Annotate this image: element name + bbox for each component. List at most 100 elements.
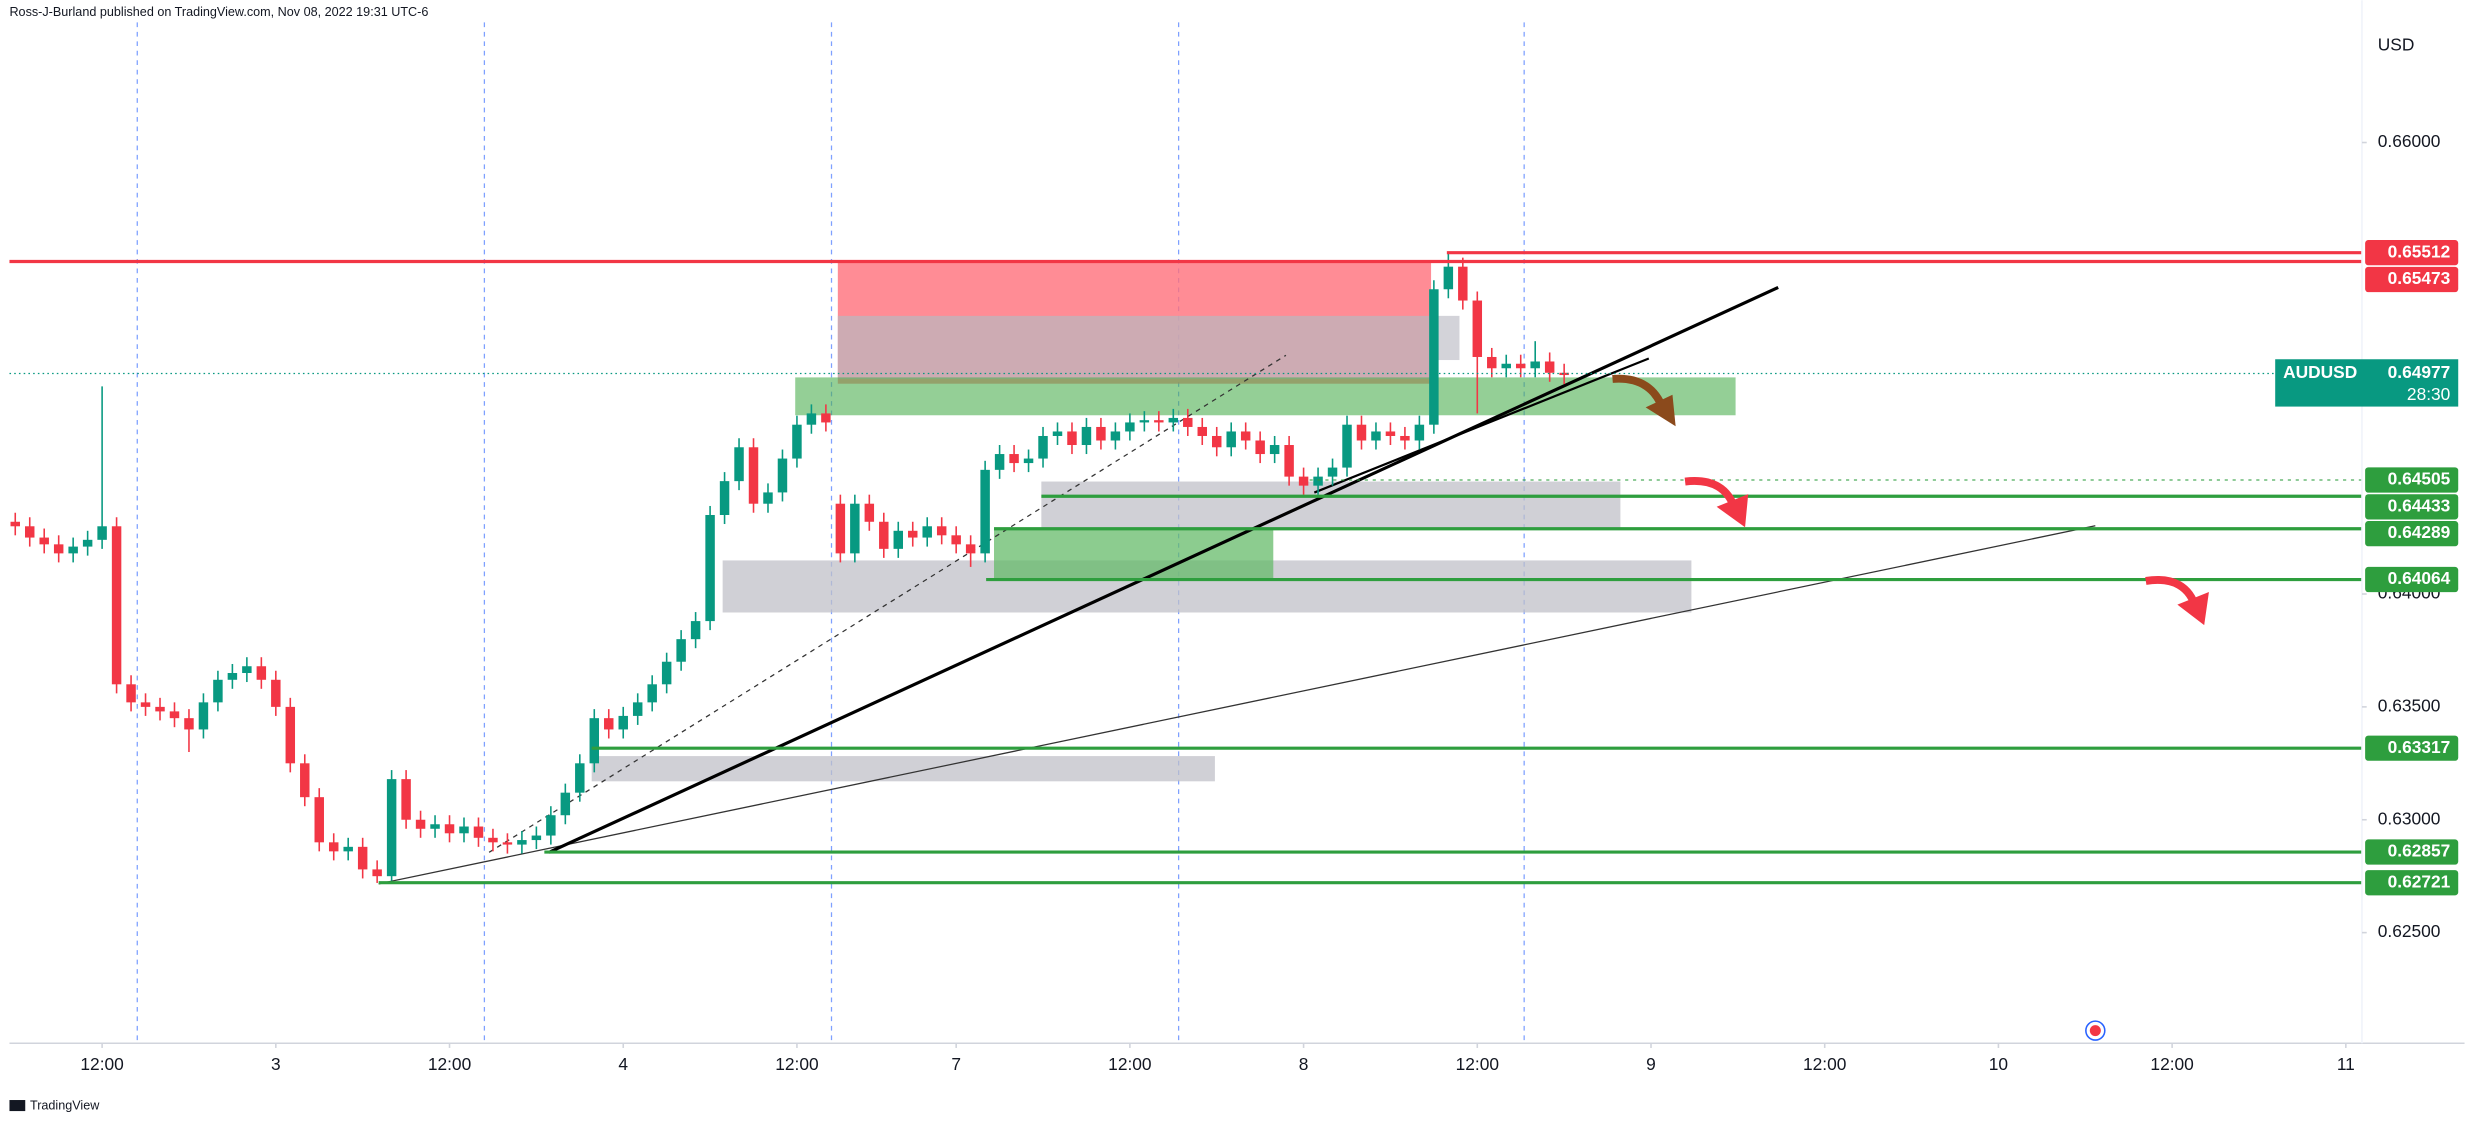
candle-body	[647, 684, 657, 703]
arrow-head	[1716, 494, 1749, 528]
candle-body	[951, 535, 961, 545]
candle-body	[994, 454, 1005, 470]
candle-body	[1038, 435, 1048, 459]
candle-body	[936, 526, 947, 536]
candle-body	[864, 503, 875, 522]
gray-zone	[837, 315, 1432, 379]
candle-body	[155, 706, 165, 712]
x-tick-label: 4	[618, 1054, 628, 1074]
x-tick-label: 12:00	[428, 1054, 471, 1074]
level-tag	[2365, 735, 2459, 761]
candle-body	[806, 413, 817, 425]
drawings	[136, 22, 2096, 1044]
y-tick-label: 0.66000	[2378, 131, 2441, 151]
candle-body	[459, 826, 469, 834]
candle-body	[1009, 454, 1019, 464]
candle-body	[357, 846, 368, 870]
candle-body	[39, 537, 49, 545]
candle-body	[10, 521, 20, 527]
candle-body	[517, 840, 527, 845]
candle-body	[1226, 431, 1236, 448]
y-tick-label: 0.62500	[2378, 921, 2441, 941]
candle-body	[690, 621, 701, 640]
candle-body	[589, 718, 600, 764]
level-tag	[2365, 521, 2459, 547]
level-tag	[2365, 494, 2459, 520]
candle-body	[198, 702, 209, 730]
candle-body	[502, 842, 513, 845]
candle-body	[1125, 422, 1135, 432]
candle-body	[82, 539, 93, 547]
candle-body	[618, 715, 628, 730]
candle-body	[676, 639, 686, 662]
candle-body	[908, 530, 918, 538]
brand: TradingView	[30, 1099, 100, 1113]
candle-body	[1515, 363, 1526, 369]
level-tag	[2365, 467, 2459, 493]
level-label: 0.64433	[2388, 495, 2451, 515]
price-tags: 0.65512 0.65473 0.64505 0.64433 0.64289 0.640…	[2275, 240, 2459, 896]
x-tick-label: 12:00	[1108, 1054, 1151, 1074]
candle-body	[792, 424, 802, 459]
candle-body	[242, 666, 252, 674]
candle-body	[965, 544, 976, 554]
candle-body	[1139, 420, 1150, 423]
candle-body	[372, 869, 382, 877]
candle-body	[386, 779, 397, 877]
last-price-tag	[2275, 359, 2459, 407]
candle-body	[285, 706, 296, 764]
x-tick-label: 12:00	[2150, 1054, 2193, 1074]
level-tag	[2365, 870, 2459, 896]
x-tick-label: 8	[1299, 1054, 1309, 1074]
candle-body	[24, 526, 35, 538]
level-tag	[2365, 839, 2459, 865]
candle-body	[300, 763, 310, 798]
y-tick-label: 0.63500	[2378, 695, 2441, 715]
candle-body	[1313, 476, 1323, 486]
candle-body	[1168, 417, 1179, 423]
candle-body	[430, 824, 440, 829]
candle-body	[1400, 435, 1410, 441]
arrows	[1612, 374, 2209, 626]
candle-body	[763, 492, 773, 504]
trend-line	[378, 525, 2096, 885]
candle-body	[980, 469, 990, 554]
candle-body	[1081, 426, 1092, 446]
candle-body	[922, 526, 932, 538]
level-label: 0.62857	[2388, 841, 2451, 861]
candle-body	[314, 797, 324, 843]
level-label: 0.65512	[2388, 241, 2451, 261]
candle-body	[1414, 424, 1425, 441]
x-tick-label: 11	[2337, 1054, 2355, 1074]
level-label: 0.62721	[2388, 871, 2451, 891]
candle-body	[850, 503, 860, 554]
candle-body	[604, 718, 614, 730]
logo	[9, 1100, 26, 1112]
trend-line	[548, 286, 1779, 854]
candle-body	[169, 711, 180, 719]
candle-body	[140, 702, 151, 707]
candle-body	[705, 514, 715, 622]
candle-body	[1023, 458, 1034, 464]
candle-body	[1356, 424, 1367, 441]
candle-body	[1544, 361, 1555, 373]
candle-body	[227, 673, 238, 680]
candle-body	[213, 679, 223, 703]
countdown: 28:30	[2407, 384, 2450, 404]
candle-body	[1255, 440, 1265, 455]
level-tag	[2365, 566, 2459, 593]
candle-body	[748, 447, 759, 504]
candle-body	[1327, 467, 1338, 477]
candle-body	[821, 413, 831, 423]
level-label: 0.64505	[2388, 469, 2451, 489]
gray-zone	[591, 756, 1215, 782]
candle-body	[1487, 356, 1497, 369]
x-tick-label: 12:00	[775, 1054, 818, 1074]
x-tick-label: 12:00	[1803, 1054, 1846, 1074]
candle-body	[1501, 363, 1511, 369]
candle-body	[835, 503, 846, 554]
candle-body	[401, 779, 411, 820]
candle-body	[1052, 431, 1063, 436]
candle-body	[1154, 420, 1164, 423]
